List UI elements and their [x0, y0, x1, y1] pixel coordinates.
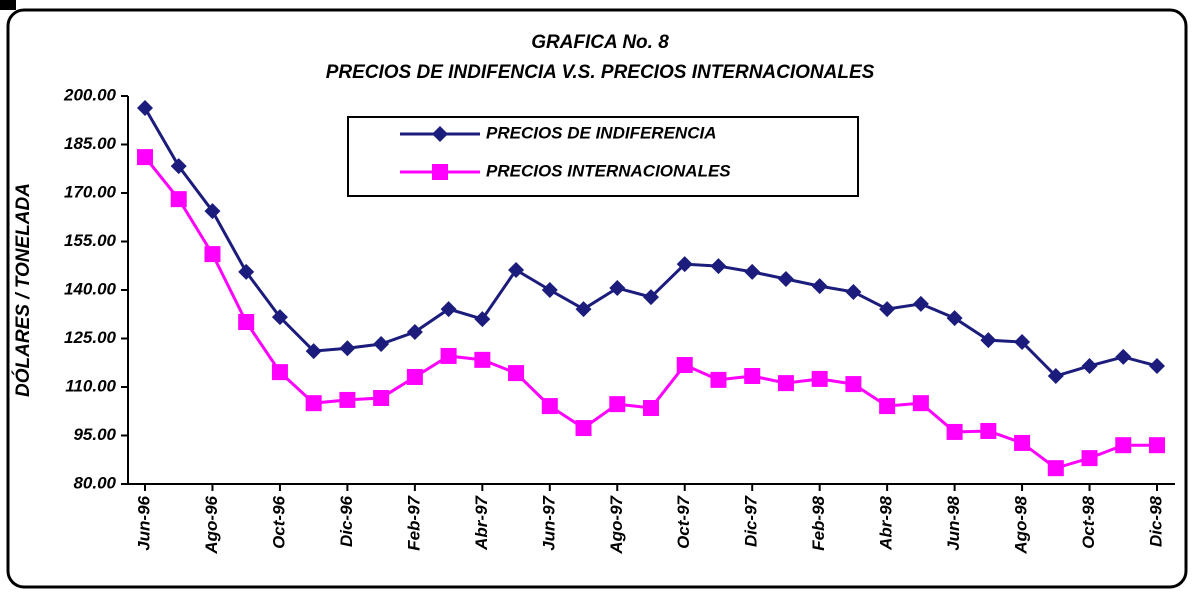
- square-marker: [541, 398, 558, 415]
- legend-label: PRECIOS INTERNACIONALES: [486, 161, 731, 180]
- square-marker: [710, 371, 727, 388]
- diamond-marker: [204, 203, 221, 220]
- corner-mark: [0, 0, 16, 10]
- square-marker: [1149, 437, 1165, 454]
- diamond-marker: [1047, 368, 1064, 385]
- diamond-marker: [845, 283, 862, 300]
- x-tick-label: Dic-98: [1146, 495, 1165, 547]
- diamond-marker: [271, 309, 288, 326]
- square-marker: [777, 375, 794, 392]
- diamond-marker: [710, 258, 727, 275]
- square-marker: [980, 422, 997, 439]
- diamond-marker: [373, 335, 390, 352]
- x-tick-label: Oct-97: [674, 494, 693, 548]
- diamond-marker: [541, 282, 558, 298]
- diamond-marker: [440, 301, 457, 318]
- square-marker: [271, 364, 288, 381]
- x-tick-label: Dic-96: [337, 495, 356, 547]
- y-axis-label: DÓLARES / TONELADA: [12, 183, 34, 397]
- diamond-marker: [339, 340, 356, 357]
- square-marker: [406, 368, 423, 385]
- diamond-marker: [811, 278, 828, 295]
- diamond-marker: [575, 301, 592, 318]
- legend: [347, 116, 859, 197]
- square-marker: [676, 357, 693, 374]
- x-tick-label: Oct-98: [1079, 495, 1098, 548]
- y-tick-label: 140.00: [64, 279, 117, 298]
- square-marker: [204, 246, 221, 263]
- chart-subtitle: PRECIOS DE INDIFENCIA V.S. PRECIOS INTER…: [326, 62, 875, 83]
- y-tick-label: 170.00: [64, 182, 117, 201]
- square-marker: [1047, 460, 1064, 477]
- x-tick-label: Jun-98: [944, 495, 963, 550]
- x-tick-label: Dic-97: [742, 494, 761, 547]
- diamond-marker: [1149, 357, 1165, 374]
- x-tick-label: Jun-97: [539, 494, 558, 550]
- diamond-marker: [170, 158, 187, 175]
- diamond-marker: [744, 263, 761, 280]
- square-marker: [137, 149, 153, 166]
- y-tick-label: 110.00: [65, 376, 116, 395]
- square-marker: [643, 400, 659, 417]
- square-marker: [440, 347, 457, 364]
- diamond-marker: [912, 295, 929, 312]
- chart-frame: [6, 8, 1188, 589]
- square-marker: [305, 395, 322, 412]
- diamond-marker: [238, 263, 255, 280]
- diamond-marker: [777, 271, 794, 288]
- square-marker: [373, 389, 390, 406]
- y-tick-label: 125.00: [64, 328, 117, 347]
- square-marker: [1081, 450, 1098, 467]
- legend-marker: [432, 126, 448, 142]
- y-tick-label: 185.00: [64, 134, 117, 153]
- square-marker: [474, 351, 491, 368]
- diamond-marker: [609, 280, 626, 297]
- y-tick-label: 95.00: [73, 425, 116, 444]
- square-marker: [1115, 437, 1132, 454]
- x-tick-label: Feb-97: [404, 494, 423, 550]
- diamond-marker: [1014, 334, 1031, 351]
- chart-title: GRAFICA No. 8: [531, 32, 669, 53]
- diamond-marker: [474, 311, 491, 328]
- diamond-marker: [676, 256, 693, 273]
- diamond-marker: [980, 332, 997, 349]
- diamond-marker: [879, 301, 896, 318]
- y-tick-label: 155.00: [64, 231, 117, 250]
- square-marker: [744, 368, 761, 385]
- x-tick-label: Feb-98: [809, 495, 828, 550]
- diamond-marker: [643, 289, 659, 306]
- square-marker: [609, 396, 626, 413]
- diamond-marker: [137, 99, 153, 116]
- diamond-marker: [1081, 357, 1098, 374]
- diamond-marker: [1115, 348, 1132, 365]
- x-tick-label: Ago-98: [1012, 495, 1031, 554]
- diamond-marker: [406, 324, 423, 341]
- x-tick-label: Oct-96: [269, 495, 288, 548]
- square-marker: [170, 191, 187, 208]
- legend-marker: [432, 164, 448, 180]
- square-marker: [339, 391, 356, 408]
- y-tick-label: 200.00: [63, 85, 117, 104]
- square-marker: [912, 395, 929, 412]
- square-marker: [508, 365, 525, 382]
- square-marker: [238, 314, 255, 331]
- square-marker: [946, 423, 963, 440]
- x-tick-label: Ago-96: [202, 495, 221, 554]
- x-tick-label: Jun-96: [134, 495, 153, 550]
- y-tick-label: 80.00: [73, 473, 116, 492]
- square-marker: [845, 376, 862, 393]
- diamond-marker: [508, 261, 525, 278]
- square-marker: [811, 370, 828, 387]
- x-tick-label: Ago-97: [607, 494, 626, 554]
- square-marker: [1014, 434, 1031, 451]
- square-marker: [575, 420, 592, 437]
- x-tick-label: Abr-98: [877, 495, 896, 550]
- legend-label: PRECIOS DE INDIFERENCIA: [486, 123, 716, 142]
- diamond-marker: [946, 310, 963, 327]
- x-tick-label: Abr-97: [472, 494, 491, 550]
- diamond-marker: [305, 343, 322, 360]
- square-marker: [879, 398, 896, 415]
